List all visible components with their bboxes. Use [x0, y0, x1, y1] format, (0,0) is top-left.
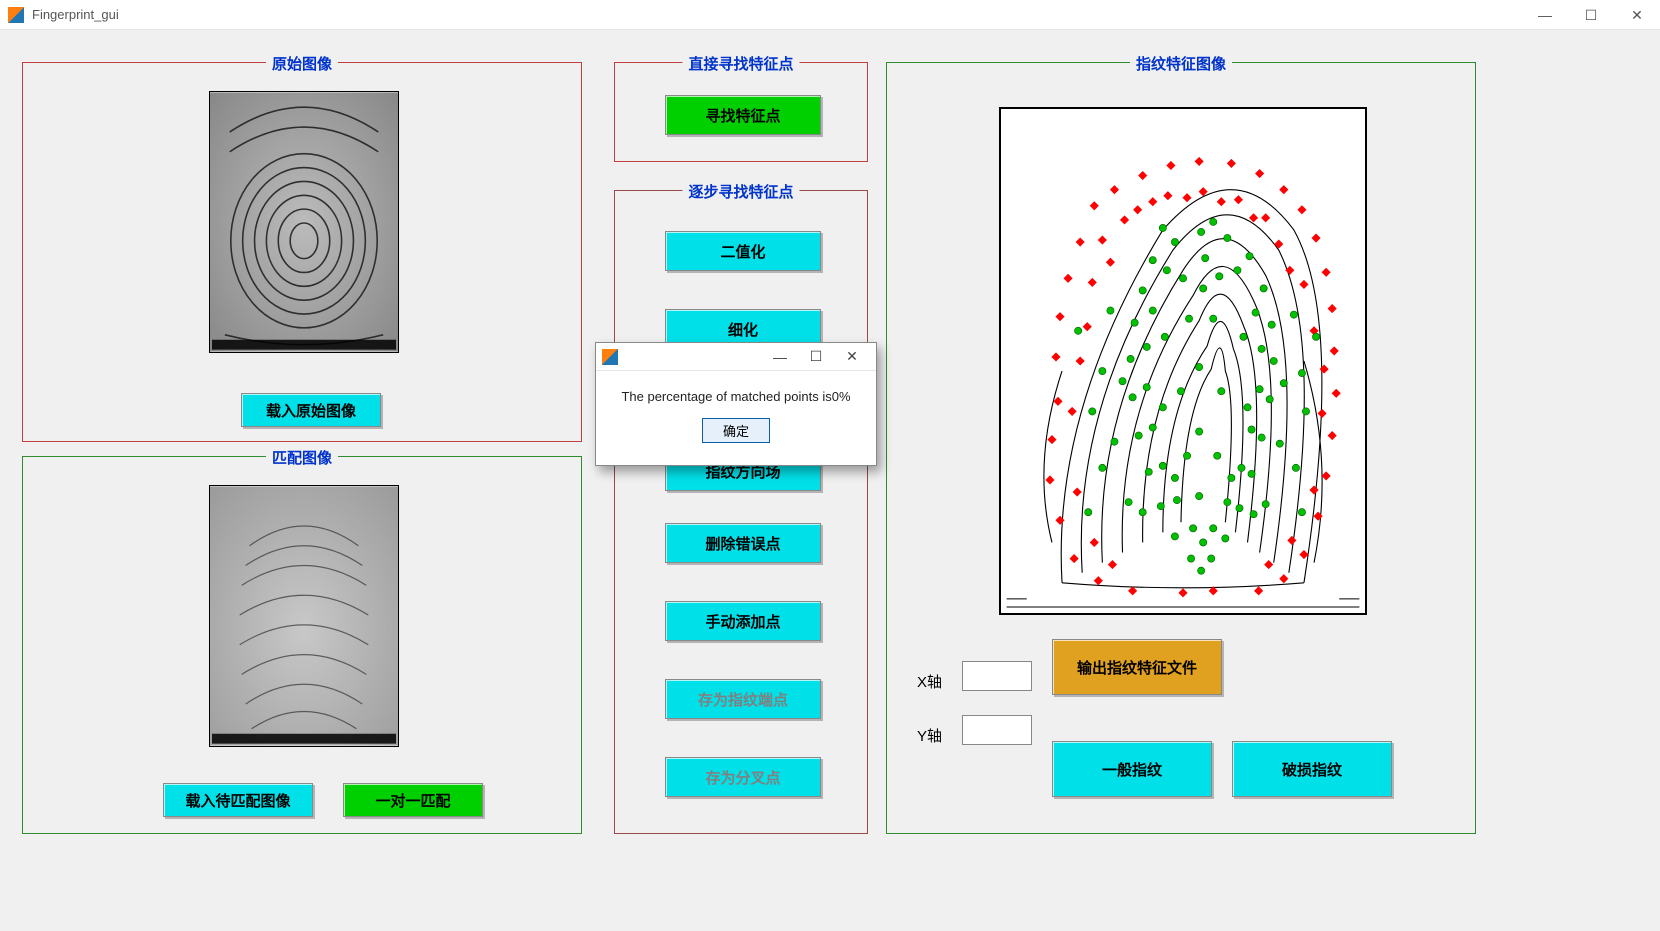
panel-step-find: 逐步寻找特征点 二值化 细化 指纹方向场 删除错误点 手动添加点 存为指纹端点 … [614, 190, 868, 834]
client-area: 原始图像 [0, 30, 1660, 931]
panel-feature-title: 指纹特征图像 [1130, 53, 1232, 74]
panel-original: 原始图像 [22, 62, 582, 442]
maximize-button[interactable]: ☐ [1568, 0, 1614, 30]
window-title: Fingerprint_gui [32, 7, 119, 22]
panel-direct-find: 直接寻找特征点 寻找特征点 [614, 62, 868, 162]
find-feature-button[interactable]: 寻找特征点 [665, 95, 821, 135]
x-axis-label: X轴 [917, 671, 942, 692]
panel-direct-find-title: 直接寻找特征点 [682, 53, 799, 74]
dialog-ok-button[interactable]: 确定 [702, 418, 770, 443]
titlebar: Fingerprint_gui — ☐ ✕ [0, 0, 1660, 30]
panel-match: 匹配图像 [22, 456, 582, 834]
panel-match-title: 匹配图像 [266, 447, 338, 468]
dialog-message: The percentage of matched points is0% [608, 389, 864, 404]
panel-original-title: 原始图像 [266, 53, 338, 74]
message-dialog: — ☐ ✕ The percentage of matched points i… [595, 342, 877, 466]
remove-error-button[interactable]: 删除错误点 [665, 523, 821, 563]
save-bif-button[interactable]: 存为分叉点 [665, 757, 821, 797]
feature-plot [999, 107, 1367, 615]
y-axis-label: Y轴 [917, 725, 942, 746]
one-to-one-button[interactable]: 一对一匹配 [343, 783, 483, 817]
minimize-button[interactable]: — [1522, 0, 1568, 30]
damaged-fp-button[interactable]: 破损指纹 [1232, 741, 1392, 797]
dialog-close-button[interactable]: ✕ [834, 343, 870, 371]
y-axis-input[interactable] [962, 715, 1032, 745]
export-feature-button[interactable]: 输出指纹特征文件 [1052, 639, 1222, 695]
x-axis-input[interactable] [962, 661, 1032, 691]
close-button[interactable]: ✕ [1614, 0, 1660, 30]
manual-add-button[interactable]: 手动添加点 [665, 601, 821, 641]
panel-feature: 指纹特征图像 X轴 Y轴 输出指纹特征文件 一般指纹 破损指纹 [886, 62, 1476, 834]
match-image [209, 485, 399, 747]
dialog-app-icon [602, 349, 618, 365]
dialog-titlebar: — ☐ ✕ [596, 343, 876, 371]
dialog-minimize-button[interactable]: — [762, 343, 798, 371]
dialog-maximize-button[interactable]: ☐ [798, 343, 834, 371]
normal-fp-button[interactable]: 一般指纹 [1052, 741, 1212, 797]
save-end-button[interactable]: 存为指纹端点 [665, 679, 821, 719]
original-image [209, 91, 399, 353]
panel-step-find-title: 逐步寻找特征点 [682, 181, 799, 202]
load-match-button[interactable]: 载入待匹配图像 [163, 783, 313, 817]
binarize-button[interactable]: 二值化 [665, 231, 821, 271]
app-icon [8, 7, 24, 23]
load-original-button[interactable]: 载入原始图像 [241, 393, 381, 427]
